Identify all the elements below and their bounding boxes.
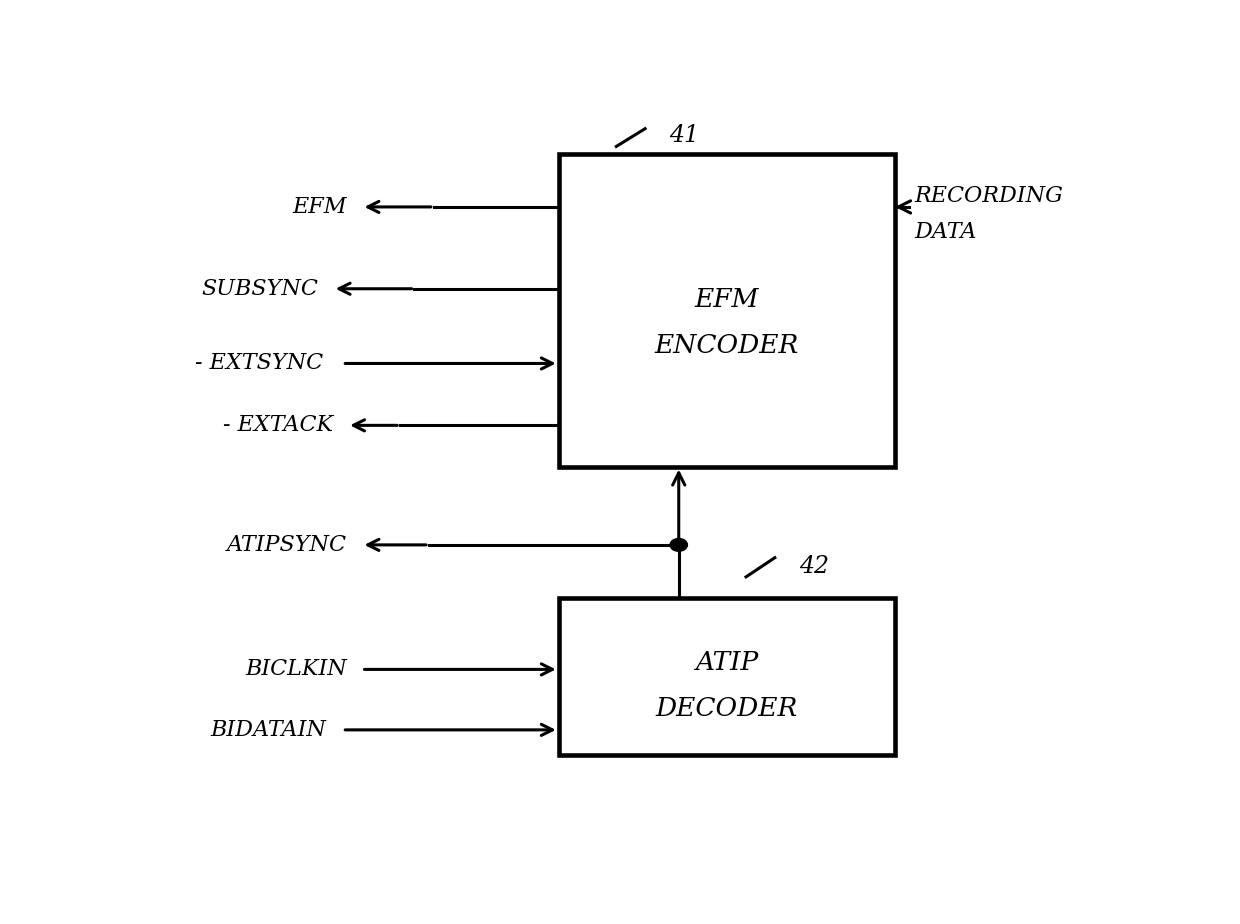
Text: ENCODER: ENCODER [655,334,799,359]
Circle shape [670,539,687,552]
Text: SUBSYNC: SUBSYNC [201,278,319,299]
Text: - EXTSYNC: - EXTSYNC [195,352,324,374]
Text: 41: 41 [670,125,699,147]
Text: EFM: EFM [694,287,759,312]
Text: BIDATAIN: BIDATAIN [211,719,326,741]
Text: RECORDING: RECORDING [914,185,1063,207]
Text: BICLKIN: BICLKIN [246,659,347,680]
Text: DECODER: DECODER [656,696,799,721]
Text: ATIP: ATIP [696,650,759,675]
Bar [558,153,895,467]
Text: DATA: DATA [914,221,977,243]
Text: 42: 42 [799,554,828,578]
Text: EFM: EFM [293,196,347,218]
Text: - EXTACK: - EXTACK [223,414,332,436]
Bar [558,598,895,755]
Text: ATIPSYNC: ATIPSYNC [227,534,347,556]
